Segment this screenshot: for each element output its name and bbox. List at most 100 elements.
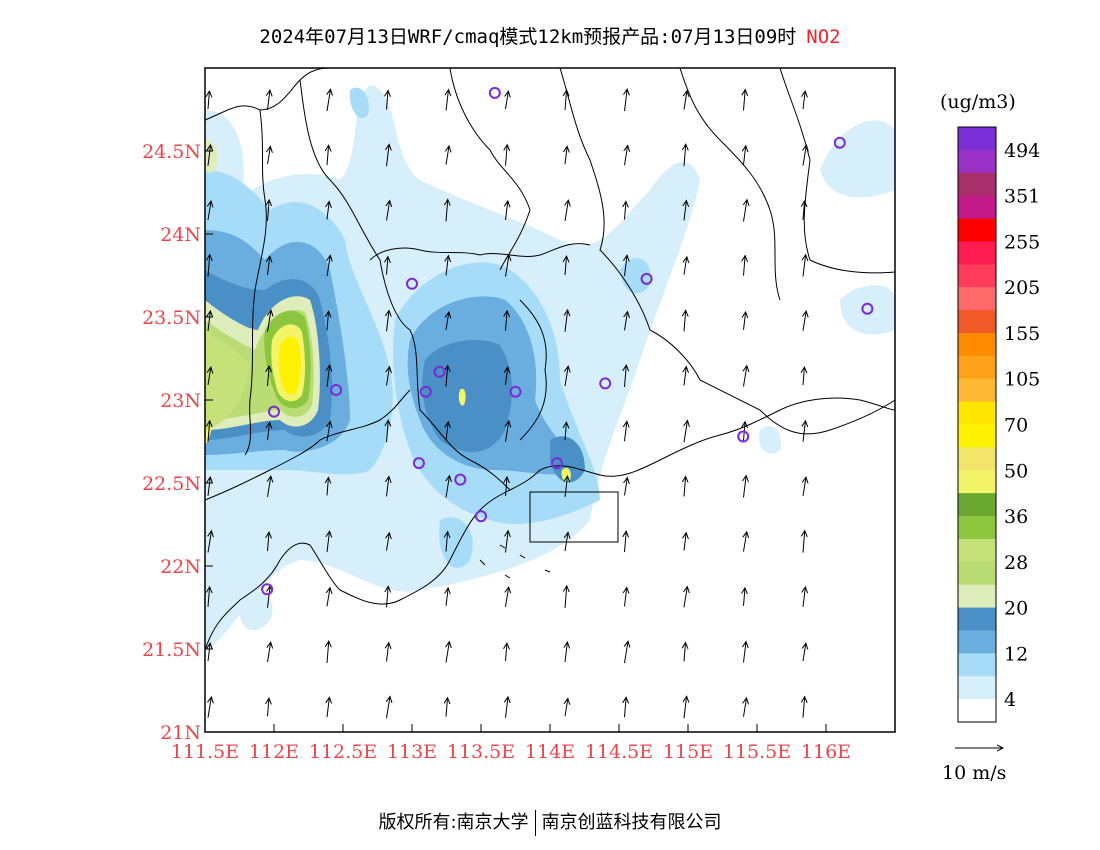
- wind-arrow: [803, 477, 806, 496]
- wind-arrow: [387, 91, 389, 110]
- colorbar-swatch: [958, 424, 996, 448]
- wind-arrow: [446, 199, 448, 222]
- wind-legend-label: 10 m/s: [942, 762, 1006, 784]
- wind-arrow: [744, 642, 747, 663]
- x-axis: 111.5E 112E 112.5E 113E 113.5E 114E 114.5E 115E…: [171, 724, 851, 763]
- y-tick-label: 21.5N: [142, 639, 201, 661]
- wind-arrow: [684, 533, 686, 551]
- wind-arrow: [565, 476, 568, 497]
- wind-arrow: [625, 312, 628, 331]
- wind-arrow: [268, 698, 269, 717]
- colorbar-swatch: [958, 607, 996, 631]
- colorbar-swatch: [958, 699, 996, 723]
- wind-arrow: [387, 533, 390, 551]
- wind-arrow: [208, 587, 210, 607]
- wind-arrow: [565, 586, 567, 608]
- wind-arrow: [684, 420, 688, 443]
- colorbar-swatch: [958, 584, 996, 609]
- colorbar-swatch: [958, 264, 996, 288]
- x-tick-label: 112.5E: [309, 741, 377, 763]
- wind-arrow: [327, 89, 331, 112]
- colorbar-swatch: [958, 676, 996, 700]
- wind-arrow: [208, 201, 211, 220]
- wind-arrow: [803, 255, 806, 277]
- wind-arrow: [744, 476, 747, 498]
- wind-arrow: [803, 697, 805, 718]
- colorbar-label: 155: [1004, 323, 1040, 345]
- wind-arrow: [625, 587, 627, 607]
- concentration-field: [205, 85, 895, 650]
- station-marker: [640, 272, 653, 285]
- wind-arrow: [327, 145, 329, 166]
- x-tick-label: 111.5E: [171, 741, 239, 763]
- wind-arrow: [625, 255, 628, 277]
- wind-arrow: [684, 310, 686, 332]
- station-marker: [833, 136, 846, 149]
- wind-arrow: [565, 642, 567, 663]
- map-title: 2024年07月13日WRF/cmaq模式12km预报产品:07月13日09时 N…: [0, 22, 1100, 49]
- y-tick-label: 21N: [160, 722, 201, 744]
- colorbar-swatch: [958, 447, 996, 471]
- wind-arrow: [446, 532, 448, 552]
- station-marker: [599, 377, 612, 390]
- colorbar-label: 105: [1004, 369, 1040, 391]
- wind-arrow: [446, 312, 449, 330]
- colorbar-swatch: [958, 630, 996, 654]
- wind-arrow: [506, 643, 507, 662]
- wind-arrow: [387, 420, 389, 443]
- colorbar-swatch: [958, 218, 996, 242]
- wind-arrow: [506, 91, 509, 110]
- wind-arrow: [565, 200, 568, 221]
- x-tick-label: 115.5E: [723, 741, 791, 763]
- wind-arrow: [684, 587, 687, 608]
- wind-arrow: [506, 367, 508, 386]
- wind-arrow: [268, 532, 270, 552]
- x-tick-label: 113E: [387, 741, 437, 763]
- wind-arrow: [268, 642, 271, 663]
- wind-arrow: [684, 257, 687, 275]
- colorbar: 494 351 255 205 155 105 70 50 36 28 20 12 4: [957, 126, 1040, 723]
- colorbar-swatch: [958, 332, 996, 357]
- wind-arrow: [446, 146, 449, 165]
- y-tick-label: 22.5N: [142, 473, 201, 495]
- colorbar-label: 20: [1004, 598, 1028, 620]
- wind-arrow: [268, 146, 271, 165]
- wind-arrow: [565, 532, 568, 552]
- wind-arrow: [446, 90, 449, 111]
- wind-arrow: [208, 145, 211, 166]
- wind-arrow: [744, 256, 746, 276]
- colorbar-label: 205: [1004, 277, 1040, 299]
- wind-arrow: [684, 201, 686, 221]
- wind-arrow: [565, 310, 568, 332]
- wind-arrow: [744, 532, 747, 552]
- title-text: 2024年07月13日WRF/cmaq模式12km预报产品:07月13日09时: [259, 26, 797, 48]
- wind-arrow: [387, 643, 389, 662]
- wind-arrow: [565, 422, 566, 441]
- monitoring-stations: [261, 86, 874, 596]
- wind-arrow: [387, 367, 390, 386]
- wind-arrow: [446, 422, 448, 441]
- wind-arrow: [803, 201, 805, 220]
- station-marker: [475, 510, 487, 523]
- wind-arrow: [327, 255, 330, 277]
- colorbar-swatch: [958, 310, 996, 334]
- colorbar-frame: [957, 126, 997, 723]
- footer-right: 南京创蓝科技有限公司: [541, 812, 722, 833]
- x-tick-label: 115E: [663, 741, 713, 763]
- wind-arrow: [327, 697, 329, 718]
- colorbar-swatch: [958, 355, 996, 380]
- wind-arrow: [387, 257, 388, 275]
- y-tick-label: 22N: [160, 556, 201, 578]
- wind-arrow: [268, 586, 271, 608]
- colorbar-swatch: [958, 195, 996, 220]
- y-tick-label: 24N: [160, 224, 201, 246]
- wind-arrow: [506, 697, 509, 718]
- colorbar-label: 494: [1004, 140, 1040, 162]
- wind-arrow: [625, 697, 627, 718]
- wind-arrow: [268, 366, 270, 387]
- wind-arrow: [684, 367, 686, 386]
- wind-arrow: [506, 201, 508, 220]
- wind-arrow: [268, 200, 270, 221]
- colorbar-swatch: [958, 493, 996, 517]
- station-marker: [454, 473, 467, 486]
